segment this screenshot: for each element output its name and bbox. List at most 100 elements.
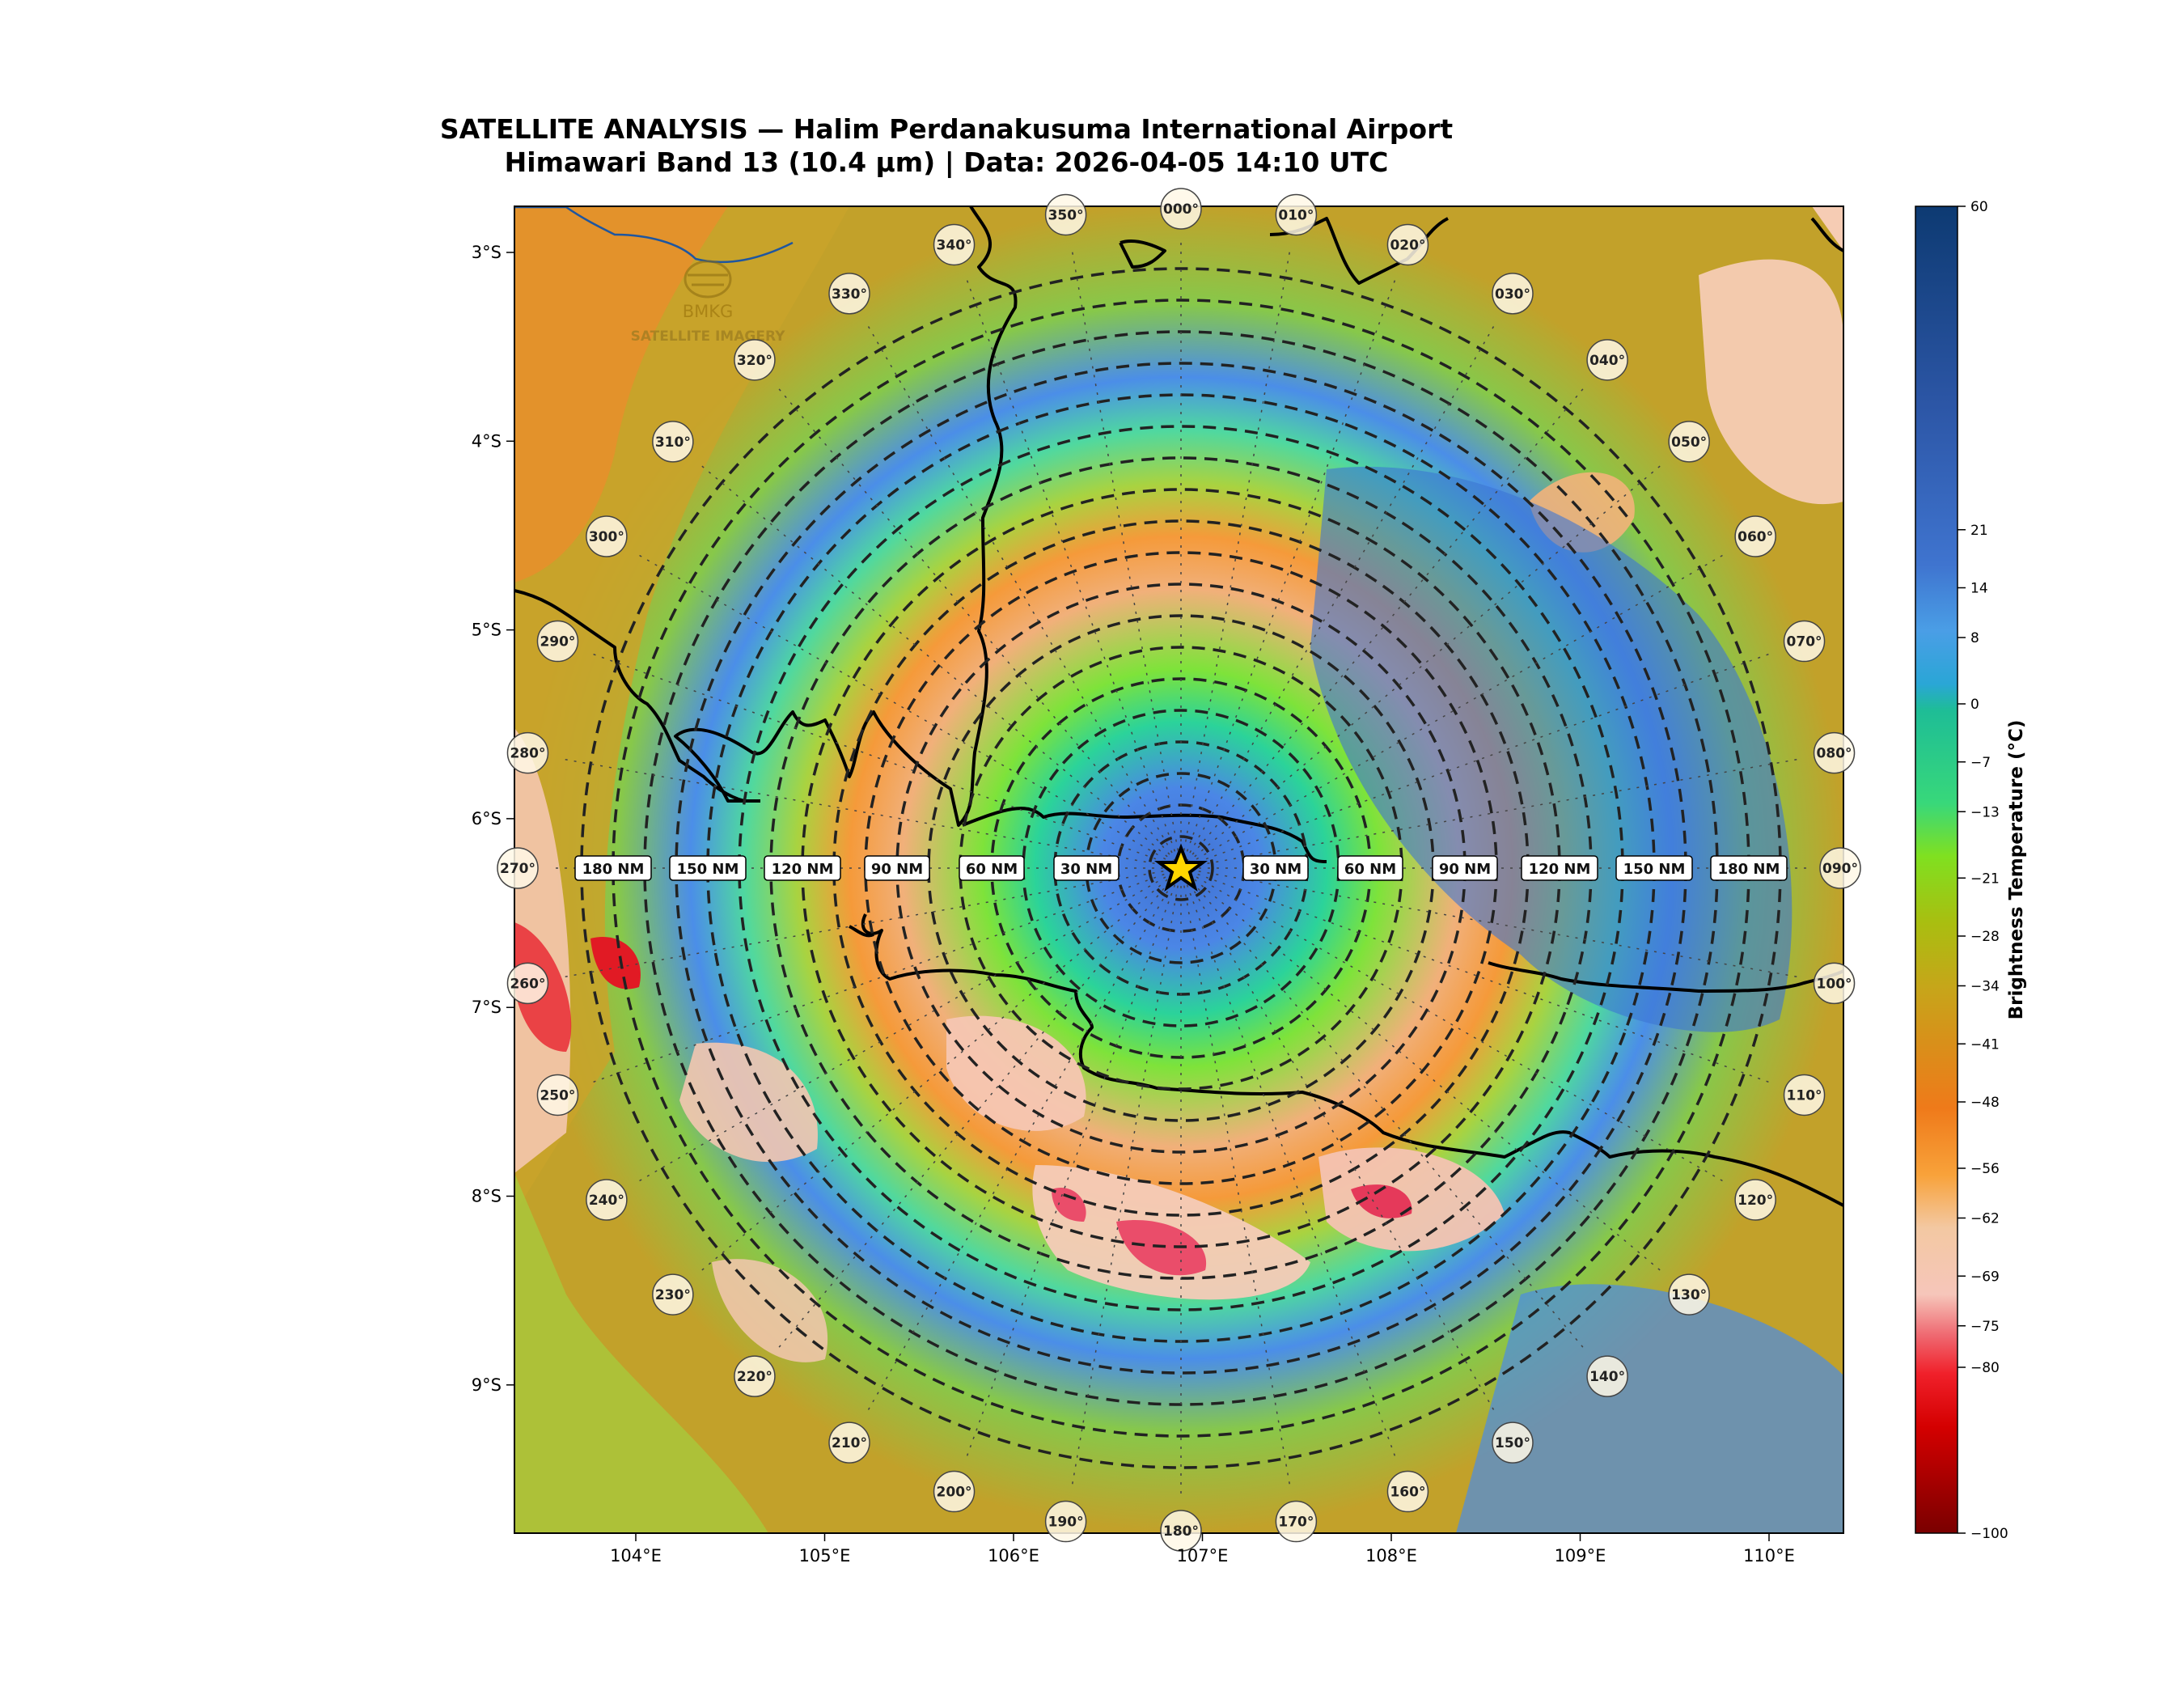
svg-text:340°: 340°: [937, 237, 972, 253]
bearing-radial: [964, 274, 1182, 869]
range-label: 60 NM: [1337, 855, 1403, 881]
bearing-radial: [559, 757, 1182, 869]
bearing-label: 270°: [497, 847, 539, 889]
colorbar-tick-label: 21: [1970, 523, 1988, 539]
svg-text:30 NM: 30 NM: [1060, 861, 1112, 878]
svg-text:180 NM: 180 NM: [582, 861, 645, 878]
bearing-radial: [559, 867, 1182, 979]
svg-text:170°: 170°: [1278, 1515, 1314, 1531]
lon-tick-label: 107°E: [1177, 1546, 1229, 1566]
lat-tick-label: 8°S: [472, 1187, 502, 1206]
bearing-radial: [1180, 867, 1728, 1184]
bearing-label: 000°: [1160, 188, 1202, 230]
bearing-radial: [775, 384, 1182, 869]
bearing-label: 160°: [1386, 1470, 1429, 1513]
bearing-radial: [587, 651, 1182, 869]
bearing-radial: [775, 867, 1182, 1352]
svg-text:160°: 160°: [1390, 1485, 1425, 1501]
svg-text:90 NM: 90 NM: [1439, 861, 1491, 878]
svg-text:150 NM: 150 NM: [677, 861, 739, 878]
watermark-org: BMKG: [683, 302, 734, 321]
bearing-label: 070°: [1783, 620, 1826, 663]
bearing-radial: [1180, 867, 1587, 1352]
svg-text:150°: 150°: [1495, 1435, 1530, 1451]
bearing-radial: [1070, 246, 1182, 869]
bearing-label: 060°: [1734, 515, 1776, 557]
colorbar-tick-label: 14: [1970, 581, 1988, 597]
bearing-radial: [1070, 867, 1182, 1490]
svg-text:60 NM: 60 NM: [966, 861, 1018, 878]
svg-text:010°: 010°: [1278, 207, 1314, 223]
bearing-label: 110°: [1783, 1074, 1826, 1116]
chart-subtitle: Himawari Band 13 (10.4 μm) | Data: 2026-…: [504, 146, 1389, 178]
bearing-radial: [1180, 867, 1398, 1462]
colorbar-tick-label: −62: [1970, 1211, 2000, 1227]
bearing-radials: [550, 237, 1812, 1499]
lon-tick-label: 108°E: [1365, 1546, 1417, 1566]
bmkg-logo: [684, 260, 732, 299]
bearing-radial: [1180, 462, 1665, 869]
bearing-label: 240°: [586, 1179, 628, 1221]
svg-text:200°: 200°: [937, 1485, 972, 1501]
bearing-radial: [697, 462, 1182, 869]
bearing-label: 310°: [652, 421, 694, 463]
colorbar-tick-label: 0: [1970, 697, 1979, 713]
colorbar-tick-label: −34: [1970, 979, 2000, 995]
airport-star-icon: [1154, 843, 1208, 892]
bearing-label: 150°: [1492, 1421, 1534, 1464]
svg-text:080°: 080°: [1817, 746, 1852, 762]
bearing-radial: [1180, 867, 1497, 1415]
svg-text:100°: 100°: [1817, 976, 1852, 992]
bearing-label: 340°: [933, 223, 976, 266]
range-label: 90 NM: [864, 855, 930, 881]
range-label: 180 NM: [574, 855, 652, 881]
svg-text:60 NM: 60 NM: [1344, 861, 1396, 878]
lat-tick-label: 3°S: [472, 243, 502, 262]
svg-text:000°: 000°: [1163, 201, 1199, 218]
bearing-label: 200°: [933, 1470, 976, 1513]
svg-text:90 NM: 90 NM: [871, 861, 923, 878]
bearing-label: 190°: [1044, 1500, 1087, 1543]
svg-text:30 NM: 30 NM: [1250, 861, 1302, 878]
svg-text:180°: 180°: [1163, 1523, 1199, 1540]
bearing-radial: [1180, 867, 1292, 1490]
colorbar-tick-label: −56: [1970, 1161, 2000, 1177]
svg-text:070°: 070°: [1787, 634, 1822, 650]
lon-tick-label: 104°E: [610, 1546, 662, 1566]
bearing-radial: [697, 867, 1182, 1274]
bearing-radial: [865, 321, 1182, 869]
bearing-label: 180°: [1160, 1510, 1202, 1552]
bearing-label: 350°: [1044, 193, 1087, 236]
range-label: 180 NM: [1710, 855, 1788, 881]
range-labels: 30 NM 30 NM 60 NM 60 NM 90 NM 90 NM 120 NM 120 …: [574, 855, 1788, 881]
colorbar-tick-label: −75: [1970, 1319, 2000, 1335]
lon-tick-label: 109°E: [1555, 1546, 1606, 1566]
bearing-label: 280°: [506, 731, 549, 774]
colorbar-tick-label: −7: [1970, 755, 1991, 771]
svg-text:120 NM: 120 NM: [772, 861, 834, 878]
bearing-label: 210°: [828, 1421, 870, 1464]
svg-text:280°: 280°: [510, 746, 545, 762]
range-label: 30 NM: [1242, 855, 1309, 881]
bearing-radial: [1180, 867, 1803, 979]
svg-text:150 NM: 150 NM: [1623, 861, 1686, 878]
range-label: 120 NM: [764, 855, 841, 881]
colorbar-tick-label: −41: [1970, 1036, 2000, 1053]
bearing-radial: [1180, 384, 1587, 869]
svg-text:020°: 020°: [1390, 237, 1425, 253]
svg-text:250°: 250°: [540, 1087, 575, 1104]
colorbar-tick-label: −100: [1970, 1526, 2008, 1542]
svg-text:050°: 050°: [1671, 434, 1707, 451]
bearing-label: 170°: [1275, 1500, 1318, 1543]
svg-text:180 NM: 180 NM: [1718, 861, 1780, 878]
svg-text:310°: 310°: [655, 434, 691, 451]
svg-text:120 NM: 120 NM: [1529, 861, 1591, 878]
svg-text:220°: 220°: [737, 1369, 772, 1385]
bearing-radial: [1180, 274, 1398, 869]
svg-text:190°: 190°: [1048, 1515, 1084, 1531]
range-label: 150 NM: [1615, 855, 1693, 881]
bearing-label: 250°: [536, 1074, 579, 1116]
bearing-label: 320°: [734, 339, 776, 381]
svg-text:290°: 290°: [540, 634, 575, 650]
